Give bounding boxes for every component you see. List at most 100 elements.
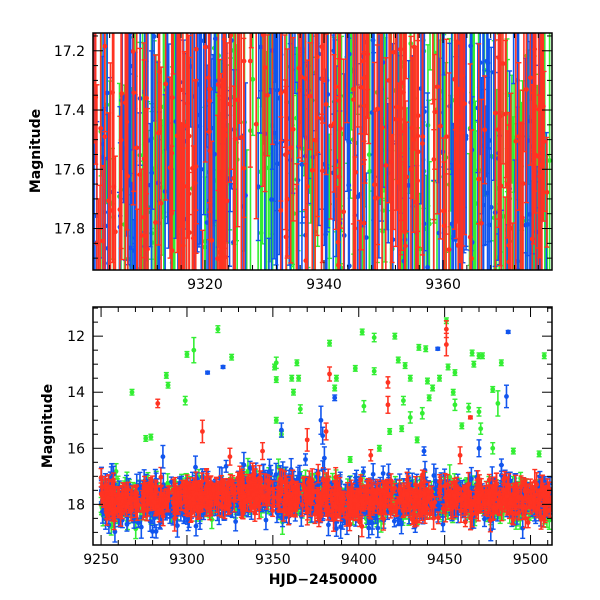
blue-data-point bbox=[149, 50, 155, 270]
green-outlier-point bbox=[430, 384, 436, 392]
red-data-point bbox=[375, 33, 381, 246]
red-data-point bbox=[529, 83, 535, 270]
red-data-point bbox=[278, 33, 284, 202]
red-data-point bbox=[455, 86, 461, 270]
red-data-point bbox=[238, 33, 244, 270]
blue-data-point bbox=[498, 458, 504, 472]
blue-data-point bbox=[256, 33, 262, 99]
red-data-point bbox=[309, 33, 315, 270]
red-data-point bbox=[397, 33, 403, 154]
red-data-point bbox=[434, 33, 440, 215]
green-outlier-point bbox=[129, 388, 135, 396]
red-data-point bbox=[402, 33, 408, 133]
red-data-point bbox=[209, 140, 215, 270]
red-data-point bbox=[283, 85, 289, 270]
red-data-point bbox=[253, 33, 259, 220]
red-outlier-point bbox=[304, 427, 310, 452]
red-data-point bbox=[143, 109, 149, 270]
red-data-point bbox=[431, 98, 437, 221]
red-data-point bbox=[513, 33, 519, 270]
red-data-point bbox=[440, 137, 446, 270]
red-data-point bbox=[235, 33, 241, 228]
blue-data-point bbox=[112, 520, 118, 543]
blue-outlier-point bbox=[421, 446, 427, 456]
green-outlier-point bbox=[536, 450, 542, 458]
green-outlier-point bbox=[333, 374, 339, 382]
top-panel-frame bbox=[92, 32, 553, 271]
red-data-point bbox=[163, 33, 169, 201]
red-data-point bbox=[174, 33, 180, 254]
blue-data-point bbox=[486, 38, 492, 243]
blue-data-point bbox=[346, 33, 352, 191]
red-data-point bbox=[125, 33, 131, 270]
red-data-point bbox=[231, 85, 237, 270]
green-outlier-point bbox=[450, 388, 456, 396]
top-panel-ticks: 9320 9340 9360 17.2 17.4 17.6 17.8 bbox=[54, 33, 552, 293]
blue-data-point bbox=[131, 218, 137, 270]
blue-outlier-point bbox=[160, 444, 166, 469]
blue-outlier-point bbox=[332, 394, 338, 402]
green-outlier-point bbox=[419, 406, 425, 420]
blue-outlier-point bbox=[505, 329, 511, 335]
bottom-panel: 9250 9300 9350 9400 9450 9500 12 14 16 18 Magnitu… bbox=[40, 306, 553, 588]
green-outlier-point bbox=[423, 345, 429, 353]
red-data-point bbox=[321, 33, 327, 83]
red-data-point bbox=[459, 33, 464, 270]
bottom-y-axis-title: Magnitude bbox=[40, 384, 56, 468]
red-data-point bbox=[521, 33, 527, 153]
red-outlier-point bbox=[260, 441, 266, 461]
x-tick-label: 9300 bbox=[169, 552, 205, 568]
red-data-point bbox=[476, 43, 482, 270]
y-tick-label: 17.6 bbox=[54, 162, 85, 178]
green-outlier-point bbox=[495, 390, 501, 417]
x-tick-label: 9250 bbox=[83, 552, 119, 568]
green-outlier-point bbox=[371, 367, 377, 376]
red-outlier-point bbox=[443, 332, 449, 357]
red-data-point bbox=[156, 33, 162, 246]
green-outlier-point bbox=[148, 433, 154, 441]
red-outlier-point bbox=[385, 395, 391, 414]
bottom-panel-marks bbox=[98, 317, 552, 543]
red-data-point bbox=[402, 100, 408, 270]
blue-data-point bbox=[375, 517, 381, 539]
blue-outlier-point bbox=[435, 346, 441, 352]
red-data-point bbox=[341, 58, 347, 270]
red-data-point bbox=[420, 33, 426, 270]
green-outlier-point bbox=[387, 427, 393, 435]
red-data-point bbox=[518, 121, 524, 270]
red-outlier-point bbox=[327, 366, 333, 382]
green-data-point bbox=[250, 33, 256, 137]
red-data-point bbox=[446, 72, 452, 270]
green-outlier-point bbox=[414, 436, 420, 444]
y-tick-label: 16 bbox=[67, 441, 85, 457]
red-data-point bbox=[452, 33, 458, 230]
green-outlier-point bbox=[361, 399, 367, 413]
green-outlier-point bbox=[452, 369, 458, 377]
x-tick-label: 9350 bbox=[255, 552, 291, 568]
blue-outlier-point bbox=[503, 384, 509, 409]
red-data-point bbox=[107, 62, 113, 270]
green-outlier-point bbox=[478, 422, 484, 435]
red-outlier-point bbox=[457, 446, 463, 465]
green-outlier-point bbox=[229, 353, 235, 361]
red-data-point bbox=[482, 75, 488, 185]
red-outlier-point bbox=[155, 398, 161, 409]
green-outlier-point bbox=[469, 349, 475, 357]
blue-data-point bbox=[520, 517, 526, 540]
green-outlier-point bbox=[352, 364, 358, 372]
red-data-point bbox=[169, 97, 175, 270]
red-data-point bbox=[264, 34, 270, 157]
blue-data-point bbox=[153, 524, 159, 539]
red-data-point bbox=[506, 124, 512, 270]
red-data-point bbox=[307, 42, 313, 151]
blue-data-point bbox=[449, 0, 454, 29]
green-outlier-point bbox=[289, 374, 295, 382]
red-data-point bbox=[157, 33, 163, 132]
x-tick-label: 9450 bbox=[427, 552, 463, 568]
green-outlier-point bbox=[436, 374, 442, 382]
red-data-point bbox=[389, 133, 395, 264]
green-outlier-point bbox=[359, 328, 365, 336]
green-outlier-point bbox=[297, 404, 303, 414]
red-data-point bbox=[523, 33, 529, 204]
blue-data-point bbox=[425, 92, 431, 270]
